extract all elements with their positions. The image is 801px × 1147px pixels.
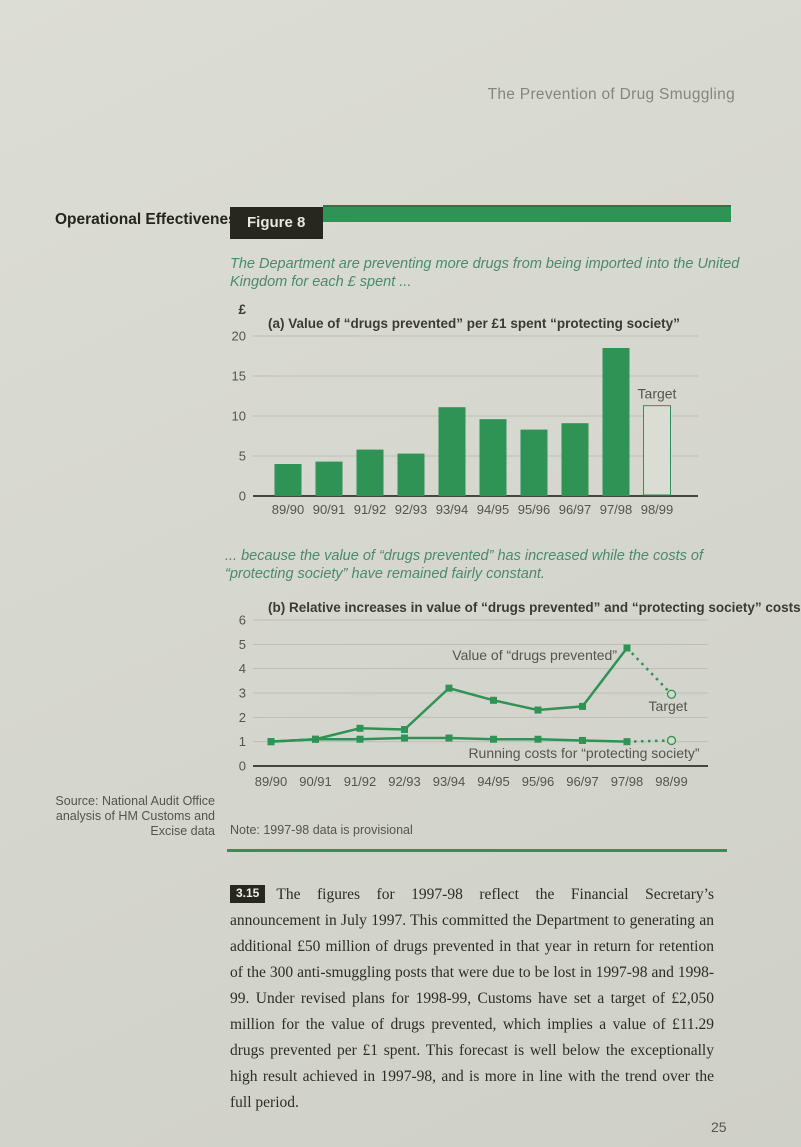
bar-95/96 <box>520 429 548 496</box>
series-label-drugs-prevented: Value of “drugs prevented” <box>452 647 617 663</box>
target-point-s1 <box>666 735 677 746</box>
y-axis-tick-label: 2 <box>239 710 246 725</box>
data-point-s1-95/96 <box>534 735 542 743</box>
x-axis-label-90/91: 90/91 <box>313 502 346 517</box>
figure-label-box: Figure 8 <box>230 207 323 239</box>
running-header: The Prevention of Drug Smuggling <box>487 86 735 103</box>
source-line: Excise data <box>150 824 215 838</box>
bar-94/95 <box>479 419 507 496</box>
page-number: 25 <box>711 1119 727 1135</box>
x-axis-label-95/96: 95/96 <box>522 774 555 789</box>
bar-89/90 <box>274 464 302 496</box>
series-label-running-costs: Running costs for “protecting society” <box>468 745 699 761</box>
data-point-s1-90/91 <box>312 735 319 743</box>
x-axis-label-91/92: 91/92 <box>344 774 377 789</box>
chart-a-title: (a) Value of “drugs prevented” per £1 sp… <box>268 316 680 331</box>
x-axis-label-92/93: 92/93 <box>388 774 421 789</box>
x-axis-label-96/97: 96/97 <box>566 774 599 789</box>
x-axis-label-96/97: 96/97 <box>559 502 592 517</box>
bar-90/91 <box>315 461 343 496</box>
provisional-note: Note: 1997-98 data is provisional <box>230 823 413 837</box>
source-line: analysis of HM Customs and <box>55 809 215 823</box>
bar-92/93 <box>397 453 425 496</box>
y-axis-tick-label: 6 <box>239 613 246 628</box>
bar-93/94 <box>438 407 466 496</box>
y-axis-tick-label: 1 <box>239 734 246 749</box>
y-axis-unit-label: £ <box>238 302 246 317</box>
data-point-s0-94/95 <box>490 696 497 704</box>
x-axis-label-89/90: 89/90 <box>272 502 305 517</box>
section-divider-rule <box>227 849 727 852</box>
source-attribution: Source: National Audit Office analysis o… <box>38 794 215 839</box>
x-axis-label-92/93: 92/93 <box>395 502 428 517</box>
y-axis-tick-label: 3 <box>239 686 246 701</box>
x-axis-label-98/99: 98/99 <box>655 774 688 789</box>
source-line: Source: National Audit Office <box>55 794 215 808</box>
data-point-s0-96/97 <box>579 702 586 710</box>
data-point-s0-91/92 <box>356 724 364 732</box>
data-point-s1-91/92 <box>356 735 364 743</box>
figure-banner-rule <box>323 205 731 222</box>
x-axis-label-90/91: 90/91 <box>299 774 332 789</box>
x-axis-label-97/98: 97/98 <box>600 502 633 517</box>
x-axis-label-97/98: 97/98 <box>611 774 644 789</box>
y-axis-tick-label: 0 <box>239 759 246 774</box>
series-1-target-projection <box>626 739 672 743</box>
data-point-s0-93/94 <box>445 684 453 692</box>
data-point-s0-92/93 <box>401 726 408 734</box>
bar-chart-value-per-pound: £ (a) Value of “drugs prevented” per £1 s… <box>232 302 698 517</box>
section-label: Operational Effectiveness <box>55 211 246 228</box>
x-axis-label-98/99: 98/99 <box>641 502 674 517</box>
data-point-s1-93/94 <box>445 734 453 742</box>
figure-label: Figure 8 <box>247 214 306 231</box>
target-label: Target <box>649 698 688 714</box>
x-axis-label-94/95: 94/95 <box>477 774 510 789</box>
mid-caption: ... because the value of “drugs prevente… <box>225 548 703 582</box>
target-point-s0 <box>666 689 677 699</box>
y-axis-tick-label: 4 <box>239 661 246 676</box>
y-axis-tick-label: 10 <box>232 409 246 424</box>
x-axis-label-89/90: 89/90 <box>255 774 288 789</box>
line-chart-relative-increases: (b) Relative increases in value of “drug… <box>239 600 801 789</box>
x-axis-label-93/94: 93/94 <box>436 502 469 517</box>
target-bar <box>643 405 671 496</box>
data-point-s1-92/93 <box>401 734 408 742</box>
bar-97/98 <box>602 348 630 496</box>
target-bar-label: Target <box>638 386 677 402</box>
series-0-target-projection <box>626 647 673 696</box>
chart-b-title: (b) Relative increases in value of “drug… <box>268 600 801 615</box>
y-axis-tick-label: 15 <box>232 369 246 384</box>
data-point-s1-94/95 <box>490 735 497 743</box>
data-point-s0-97/98 <box>623 644 631 652</box>
bar-91/92 <box>356 449 384 496</box>
y-axis-tick-label: 0 <box>239 489 246 504</box>
paragraph-text: The figures for 1997-98 reflect the Fina… <box>230 885 714 1111</box>
y-axis-tick-label: 20 <box>232 329 246 344</box>
x-axis-label-91/92: 91/92 <box>354 502 387 517</box>
data-point-s1-97/98 <box>623 738 631 746</box>
x-axis-label-95/96: 95/96 <box>518 502 551 517</box>
paragraph-number-badge: 3.15 <box>230 884 266 903</box>
x-axis-label-94/95: 94/95 <box>477 502 510 517</box>
intro-caption: The Department are preventing more drugs… <box>230 256 740 290</box>
data-point-s0-95/96 <box>534 706 542 714</box>
bar-96/97 <box>561 423 589 496</box>
x-axis-label-93/94: 93/94 <box>433 774 466 789</box>
y-axis-tick-label: 5 <box>239 637 246 652</box>
data-point-s1-96/97 <box>579 736 586 744</box>
paragraph-3-15: 3.15 The figures for 1997-98 reflect the … <box>230 882 714 1116</box>
y-axis-tick-label: 5 <box>239 449 246 464</box>
data-point-s1-89/90 <box>267 738 275 746</box>
